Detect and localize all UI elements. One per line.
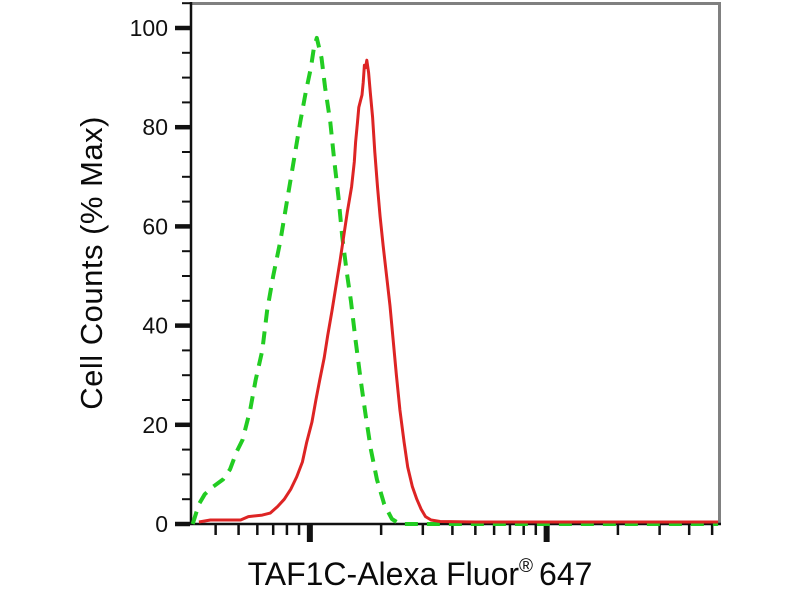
y-tick-label: 40 xyxy=(142,313,168,339)
x-axis-label-main: TAF1C-Alexa Fluor xyxy=(247,556,520,592)
x-axis-label-number: 647 xyxy=(539,556,593,592)
red-solid-curve xyxy=(198,58,719,524)
y-tick-label: 80 xyxy=(142,114,168,140)
green-dashed-curve xyxy=(190,35,719,526)
registered-trademark-symbol: ® xyxy=(519,556,534,577)
y-axis-label: Cell Counts (% Max) xyxy=(70,2,114,524)
y-tick-label: 60 xyxy=(142,213,168,239)
y-tick-label: 20 xyxy=(142,412,168,438)
y-tick-label: 100 xyxy=(130,15,168,41)
x-axis-label: TAF1C-Alexa Fluor® 647 xyxy=(150,556,690,593)
y-tick-label: 0 xyxy=(155,511,168,537)
y-axis-label-text: Cell Counts (% Max) xyxy=(74,116,109,410)
